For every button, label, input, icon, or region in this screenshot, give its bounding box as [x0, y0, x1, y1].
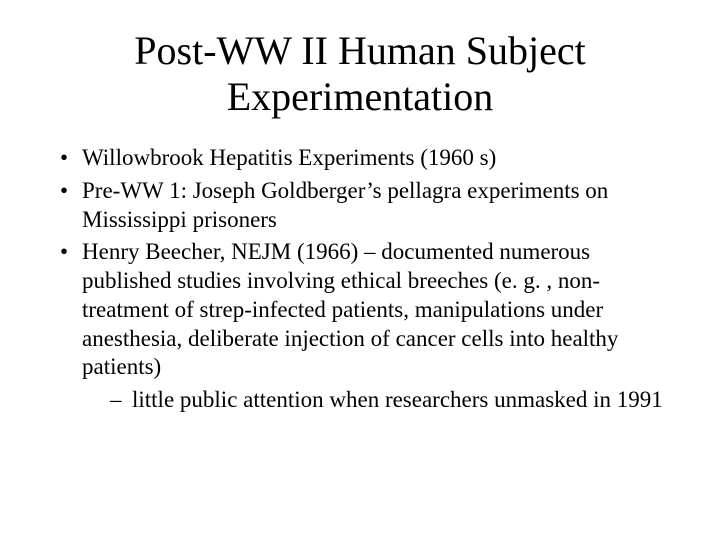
sub-bullet-list: little public attention when researchers… — [110, 386, 670, 415]
bullet-text: Willowbrook Hepatitis Experiments (1960 … — [82, 145, 496, 170]
list-item: Pre-WW 1: Joseph Goldberger’s pellagra e… — [56, 177, 670, 235]
sub-bullet-text: little public attention when researchers… — [132, 387, 663, 412]
slide: Post-WW II Human Subject Experimentation… — [0, 0, 720, 540]
bullet-text: Henry Beecher, NEJM (1966) – documented … — [82, 239, 618, 379]
bullet-list: Willowbrook Hepatitis Experiments (1960 … — [56, 144, 670, 415]
slide-title: Post-WW II Human Subject Experimentation — [50, 28, 670, 120]
list-item: Henry Beecher, NEJM (1966) – documented … — [56, 238, 670, 415]
bullet-text: Pre-WW 1: Joseph Goldberger’s pellagra e… — [82, 178, 608, 232]
list-item: Willowbrook Hepatitis Experiments (1960 … — [56, 144, 670, 173]
sub-list-item: little public attention when researchers… — [110, 386, 670, 415]
